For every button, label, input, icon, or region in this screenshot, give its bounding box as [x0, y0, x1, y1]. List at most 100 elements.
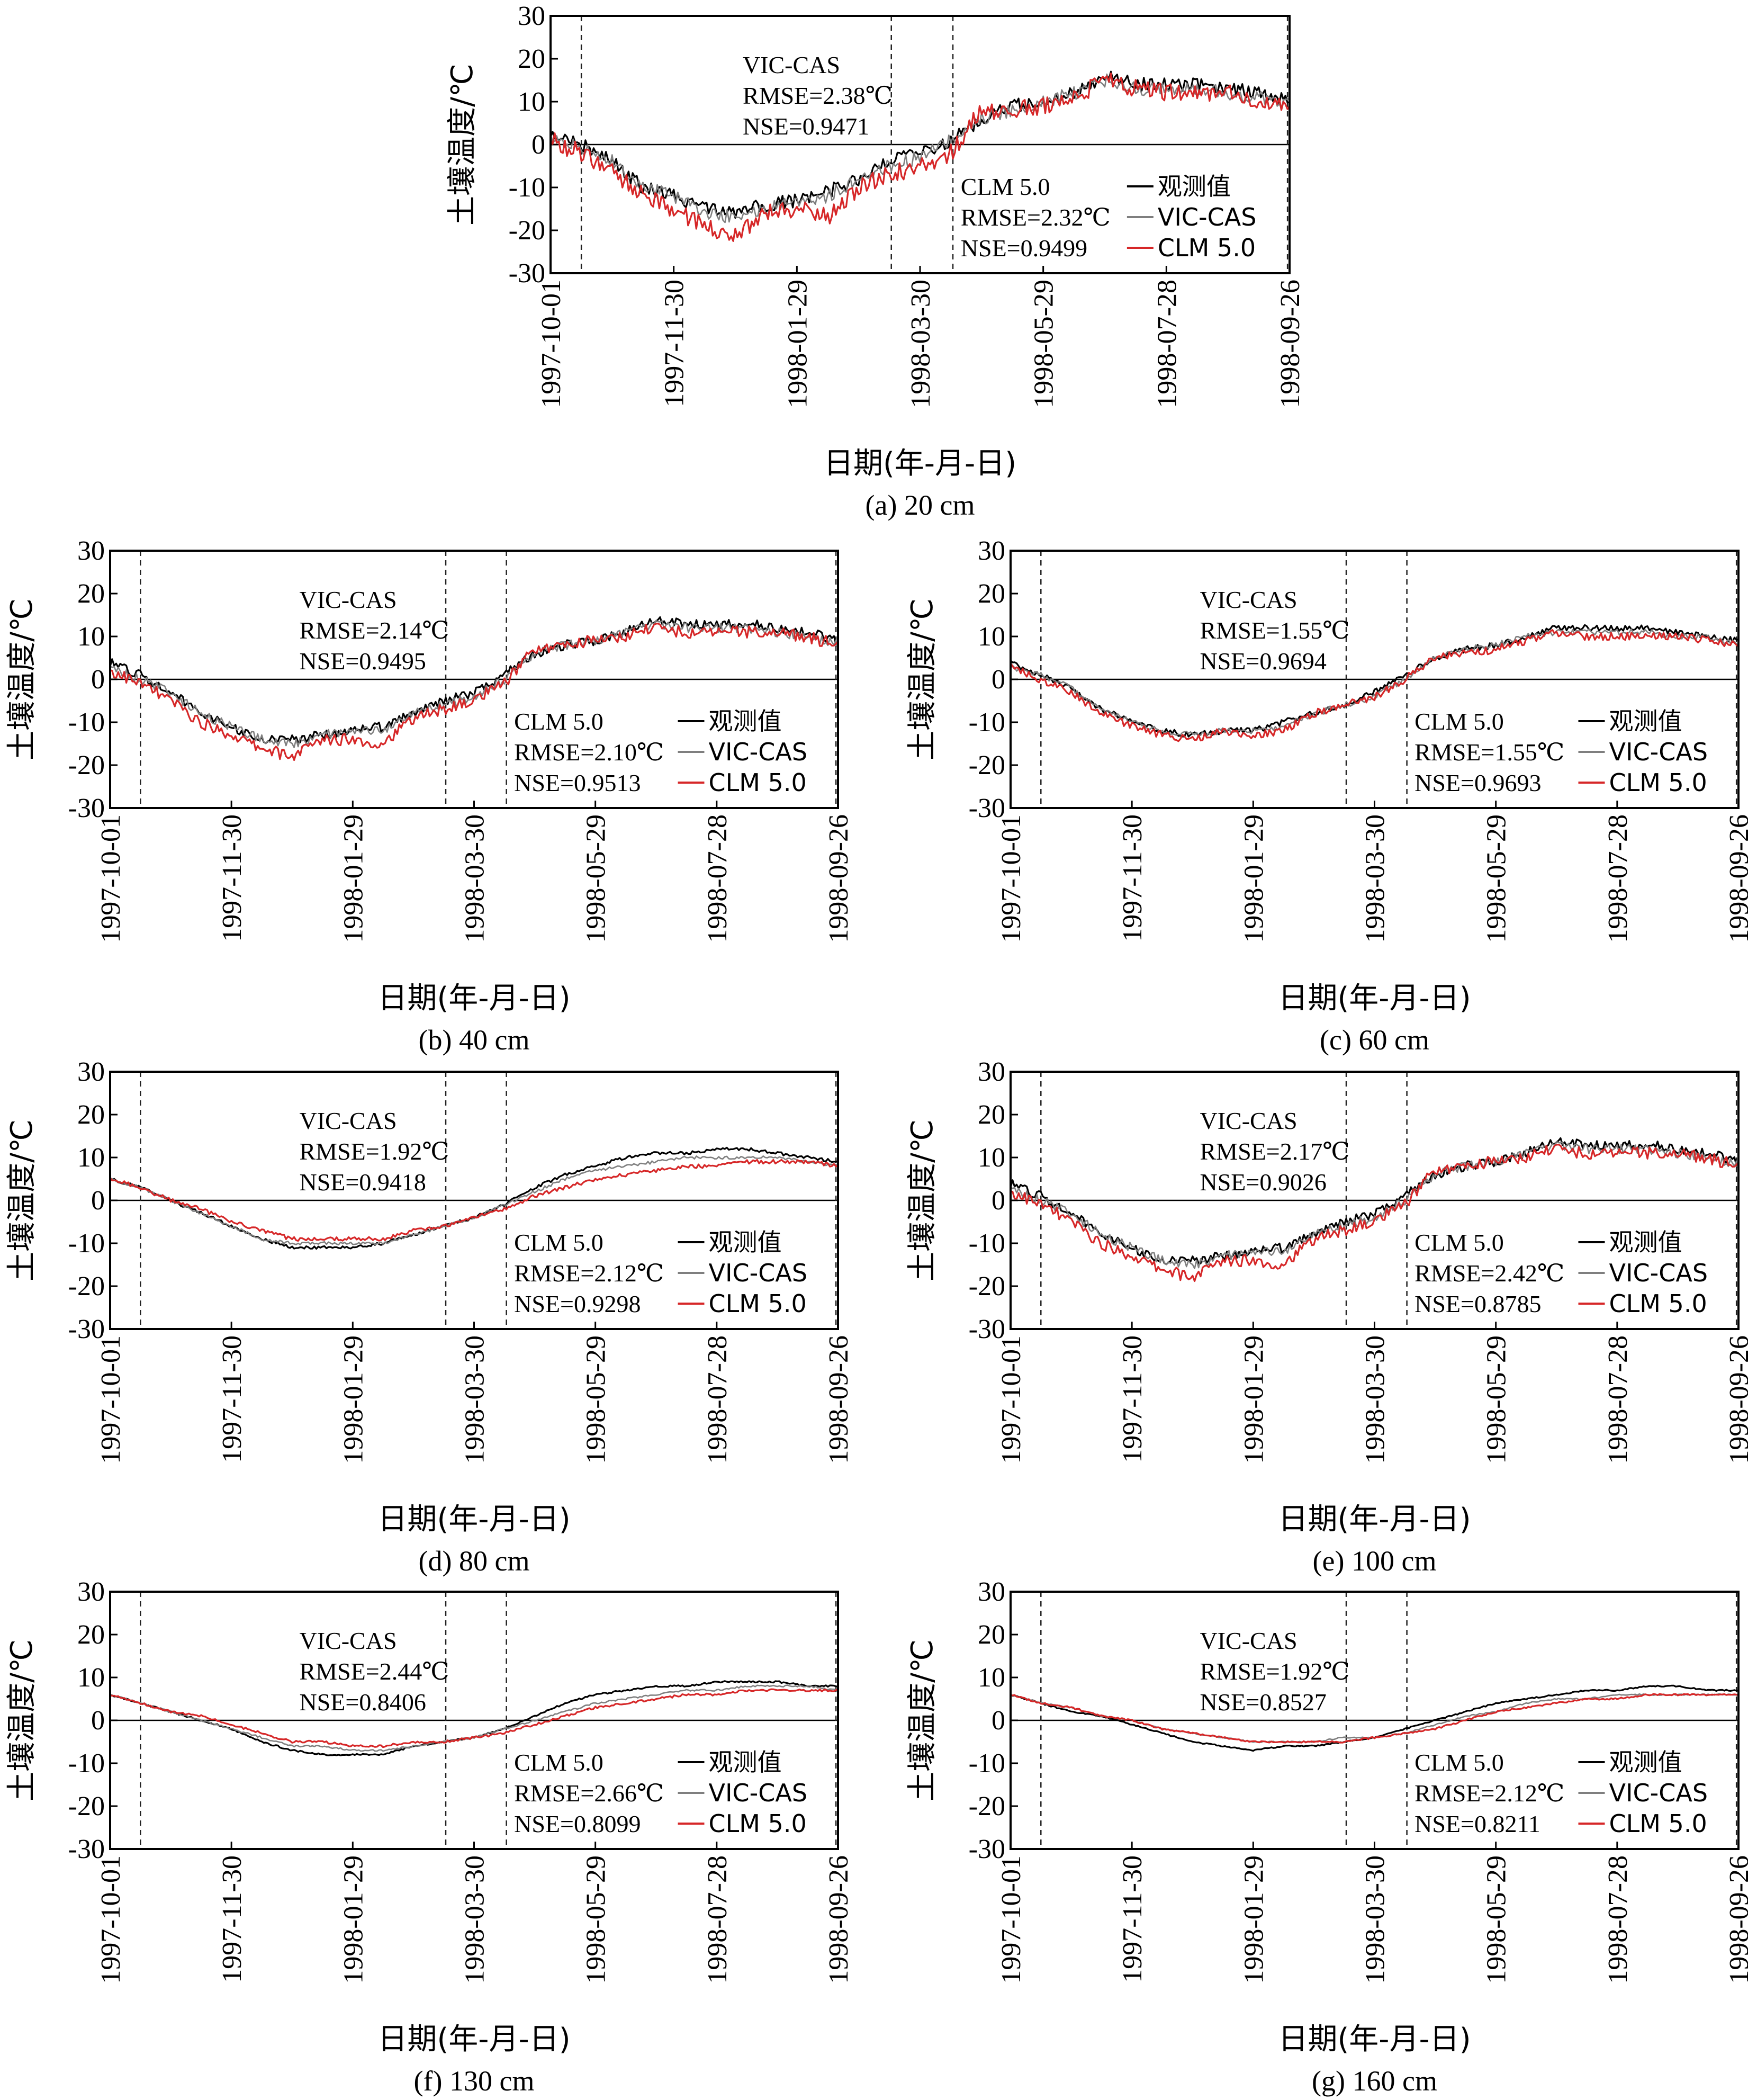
legend-label: CLM 5.0 [1609, 1809, 1707, 1838]
x-axis-title: 日期(年-月-日) [377, 2022, 570, 2057]
clm-annotation: CLM 5.0 [514, 1229, 603, 1256]
vic-annotation: NSE=0.9495 [300, 648, 426, 675]
x-tick-label: 1997-10-01 [536, 280, 566, 408]
y-tick-label: 30 [77, 1057, 105, 1087]
vic-annotation: RMSE=2.17℃ [1200, 1138, 1350, 1165]
panel-caption: (d) 80 cm [419, 1545, 530, 1577]
vic-annotation: VIC-CAS [300, 586, 397, 613]
clm-annotation: NSE=0.9693 [1414, 769, 1541, 796]
y-tick-label: 10 [77, 1143, 105, 1173]
x-tick-label: 1998-05-29 [581, 1335, 611, 1464]
legend-label: VIC-CAS [1158, 203, 1257, 231]
y-tick-label: 0 [992, 1706, 1005, 1736]
clm-annotation: RMSE=2.12℃ [514, 1260, 664, 1287]
series-line-clm [110, 1688, 839, 1748]
x-tick-label: 1998-07-28 [1603, 1335, 1633, 1464]
x-tick-label: 1998-09-26 [824, 814, 854, 943]
x-tick-label: 1998-09-26 [1724, 1335, 1748, 1464]
y-tick-label: -20 [68, 1271, 105, 1302]
series-line-vic-cas [110, 620, 839, 748]
y-tick-label: -30 [68, 1834, 105, 1864]
vic-annotation: RMSE=2.44℃ [300, 1658, 449, 1685]
vic-annotation: RMSE=1.55℃ [1200, 617, 1350, 644]
vic-annotation: VIC-CAS [300, 1107, 397, 1134]
plot-frame [109, 550, 839, 809]
series-line-vic-cas [110, 1684, 839, 1752]
x-axis-title: 日期(年-月-日) [377, 981, 570, 1016]
x-tick-label: 1997-10-01 [996, 814, 1026, 943]
x-tick-label: 1998-03-30 [460, 1855, 490, 1984]
clm-annotation: NSE=0.9499 [961, 235, 1087, 262]
x-tick-label: 1998-03-30 [1360, 814, 1391, 943]
series-line-clm [1010, 629, 1740, 742]
legend-label: VIC-CAS [1609, 1779, 1708, 1807]
series-line-clm [1010, 1693, 1739, 1744]
y-axis-title: 土壤温度/℃ [905, 1639, 940, 1801]
legend-label: 观测值 [1609, 1748, 1682, 1776]
x-axis-title: 日期(年-月-日) [824, 446, 1016, 481]
x-tick-label: 1997-10-01 [996, 1855, 1026, 1984]
y-tick-label: -10 [68, 1228, 105, 1259]
y-tick-label: 10 [978, 1143, 1005, 1173]
x-tick-label: 1998-05-29 [1482, 814, 1512, 943]
x-tick-label: 1998-03-30 [1360, 1335, 1391, 1464]
clm-annotation: RMSE=2.32℃ [961, 204, 1111, 231]
vic-annotation: VIC-CAS [1200, 586, 1298, 613]
x-tick-label: 1997-10-01 [96, 814, 126, 943]
vic-annotation: RMSE=2.14℃ [300, 617, 449, 644]
y-tick-label: 30 [77, 536, 105, 566]
legend-label: VIC-CAS [709, 1779, 808, 1807]
vic-annotation: VIC-CAS [1200, 1627, 1298, 1654]
clm-annotation: NSE=0.8211 [1414, 1810, 1540, 1837]
x-axis-title: 日期(年-月-日) [1278, 1502, 1471, 1537]
y-tick-label: 10 [77, 1663, 105, 1693]
legend-label: CLM 5.0 [1609, 768, 1707, 797]
x-axis-title: 日期(年-月-日) [377, 1502, 570, 1537]
plot-frame [109, 1591, 839, 1850]
series-line-vic-cas [1010, 629, 1739, 737]
y-tick-label: -10 [969, 1228, 1005, 1259]
series-line-clm [1010, 1144, 1740, 1282]
vic-annotation: NSE=0.9026 [1200, 1169, 1327, 1196]
y-tick-label: 20 [978, 579, 1005, 609]
y-tick-label: -20 [68, 750, 105, 780]
panel-caption: (f) 130 cm [414, 2065, 535, 2097]
x-tick-label: 1997-11-30 [1118, 1855, 1148, 1983]
x-tick-label: 1998-07-28 [1603, 814, 1633, 943]
x-tick-label: 1998-09-26 [824, 1335, 854, 1464]
x-tick-label: 1997-11-30 [1118, 1335, 1148, 1463]
series-line-vic-cas [1010, 1141, 1740, 1269]
y-tick-label: -10 [969, 707, 1005, 738]
x-tick-label: 1998-09-26 [1724, 1855, 1748, 1984]
clm-annotation: CLM 5.0 [514, 708, 603, 735]
x-tick-label: 1998-01-29 [1239, 1335, 1269, 1464]
x-tick-label: 1998-01-29 [338, 1855, 368, 1984]
y-tick-label: 20 [77, 1100, 105, 1130]
y-tick-label: 20 [77, 1620, 105, 1650]
y-tick-label: -20 [969, 750, 1005, 780]
vic-annotation: VIC-CAS [1200, 1107, 1298, 1134]
y-axis-title: 土壤温度/℃ [5, 598, 39, 760]
x-tick-label: 1998-05-29 [1482, 1855, 1512, 1984]
panel-e: -30 -20 -10 0 10 20 30 1997-10-01 1997-11-30 1998… [905, 1057, 1748, 1577]
y-tick-label: 10 [77, 622, 105, 652]
y-tick-label: 10 [978, 1663, 1005, 1693]
clm-annotation: CLM 5.0 [961, 173, 1050, 200]
legend-label: VIC-CAS [1609, 1259, 1708, 1287]
legend-label: CLM 5.0 [709, 1289, 807, 1318]
x-tick-label: 1997-11-30 [217, 1855, 247, 1983]
x-tick-label: 1998-09-26 [1275, 280, 1305, 408]
plot-frame [1010, 1591, 1740, 1850]
y-tick-label: -20 [969, 1791, 1005, 1821]
y-tick-label: 20 [978, 1100, 1005, 1130]
legend-label: 观测值 [1158, 172, 1231, 201]
x-tick-label: 1998-03-30 [1360, 1855, 1391, 1984]
x-tick-label: 1998-01-29 [782, 280, 813, 408]
clm-annotation: RMSE=2.10℃ [514, 739, 664, 766]
vic-annotation: VIC-CAS [300, 1627, 397, 1654]
x-tick-label: 1998-03-30 [460, 814, 490, 943]
vic-annotation: RMSE=1.92℃ [300, 1138, 449, 1165]
y-tick-label: -10 [509, 173, 545, 203]
x-tick-label: 1997-10-01 [96, 1855, 126, 1984]
y-axis-title: 土壤温度/℃ [5, 1119, 39, 1281]
